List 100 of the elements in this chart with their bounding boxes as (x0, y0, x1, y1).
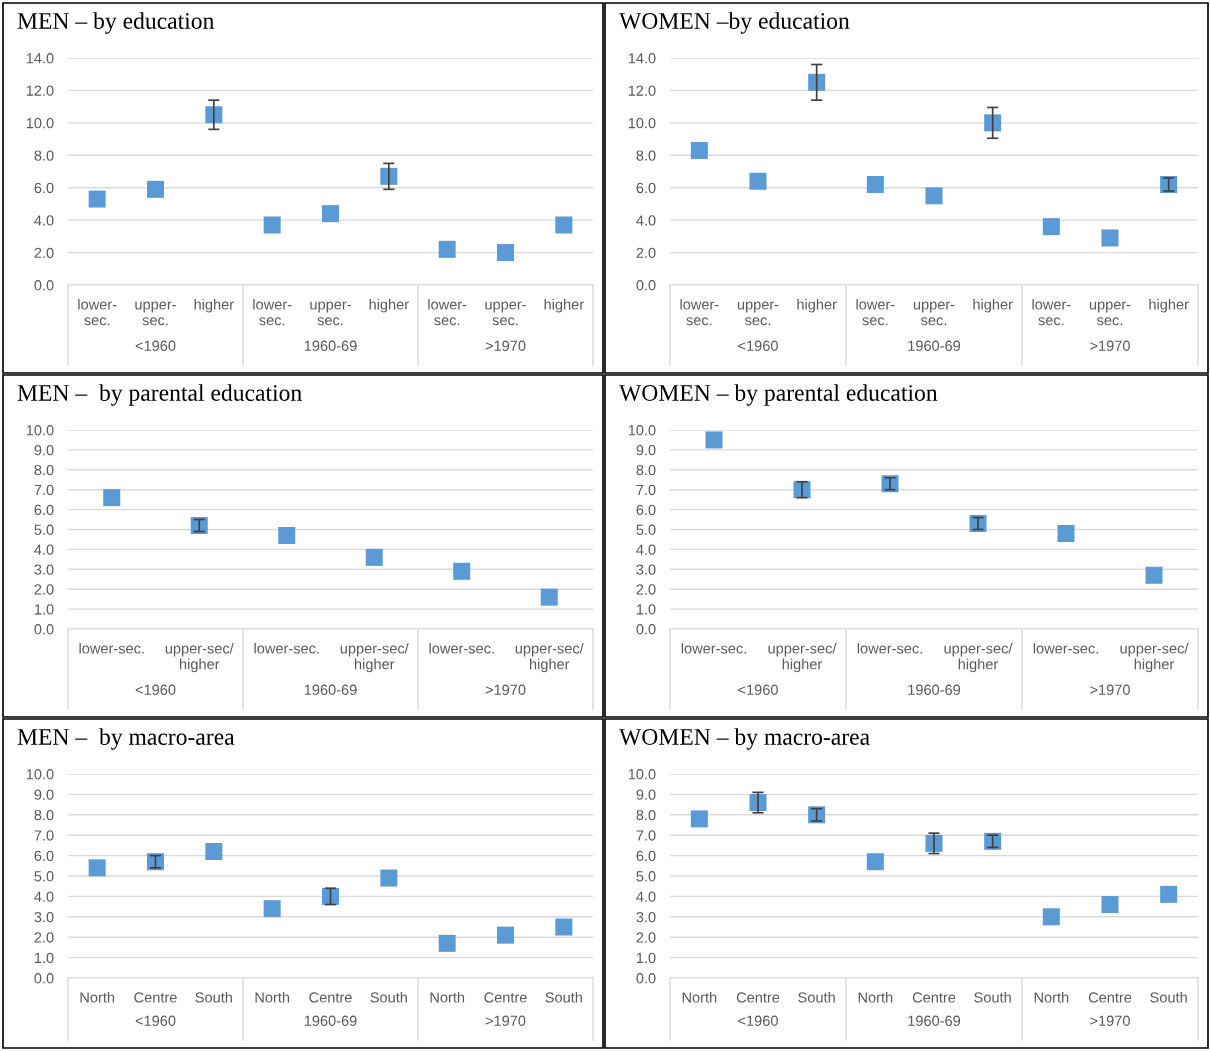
point (146, 180, 165, 198)
y-tick-label: 3.0 (636, 911, 656, 923)
text: <1960 (738, 684, 778, 695)
x-tick-label: lower- sec. (1032, 298, 1071, 326)
x-tick-label: upper-sec/ higher (1120, 642, 1189, 673)
x-tick-label: higher (797, 298, 837, 313)
y-tick-label: 0.0 (34, 973, 54, 984)
y-tick-label: 4.0 (636, 215, 656, 226)
text: >1970 (1090, 1015, 1130, 1026)
point (453, 562, 471, 580)
y-tick-label: 6.0 (34, 850, 54, 862)
y-tick-label: 3.0 (34, 911, 54, 923)
y-tick-label: 0.0 (636, 280, 656, 291)
y-tick-label: 7.0 (636, 830, 656, 841)
x-tick-label: Centre (736, 992, 780, 1003)
y-tick-label: 10.0 (628, 117, 656, 129)
x-tick-label: South (370, 991, 407, 1003)
y-tick-label: 2.0 (636, 247, 656, 258)
x-tick-label: upper-sec/ higher (515, 642, 584, 673)
y-tick-label: 10.0 (26, 769, 54, 780)
y-tick-label: 4.0 (34, 891, 54, 902)
y-tick-label: 2.0 (34, 247, 54, 258)
text: 1960-69 (304, 684, 357, 695)
x-tick-label: upper- sec. (135, 301, 176, 326)
y-tick-label: 4.0 (636, 891, 656, 902)
y-tick-label: 3.0 (34, 564, 54, 575)
x-tick-label: lower-sec. (429, 642, 494, 654)
y-tick-label: 14.0 (26, 53, 54, 64)
point (540, 588, 558, 606)
text: >1970 (485, 340, 526, 351)
chart-title: WOMEN – by parental education (619, 384, 938, 406)
y-tick-label: 2.0 (34, 584, 54, 595)
y-tick-label: 9.0 (636, 445, 656, 456)
point (496, 244, 515, 262)
text: 1960-69 (908, 340, 961, 351)
x-tick-label: upper-sec/ higher (340, 642, 409, 673)
y-tick-label: 1.0 (636, 604, 656, 615)
point (1160, 885, 1178, 903)
point (365, 548, 383, 566)
point (984, 114, 1002, 132)
y-tick-label: 4.0 (636, 544, 656, 555)
text: 1960-69 (304, 340, 357, 351)
x-tick-label: upper-sec/ higher (165, 642, 234, 673)
x-tick-label: lower- sec. (680, 298, 719, 326)
y-tick-label: 5.0 (636, 871, 656, 882)
x-tick-label: lower-sec. (1033, 642, 1098, 654)
x-tick-label: Centre (484, 992, 527, 1003)
point (496, 926, 515, 944)
point (555, 918, 573, 936)
y-tick-label: 7.0 (636, 484, 656, 496)
point (1145, 566, 1163, 584)
y-tick-label: 6.0 (34, 504, 54, 516)
y-tick-label: 0.0 (34, 280, 54, 291)
point (1042, 218, 1060, 236)
y-tick-label: 8.0 (636, 809, 656, 821)
x-tick-label: upper-sec/ higher (768, 642, 837, 673)
chart-title: WOMEN –by education (619, 12, 850, 34)
chart-title: WOMEN – by macro-area (619, 728, 870, 750)
point (205, 843, 223, 861)
x-tick-label: North (1034, 991, 1069, 1003)
point (263, 900, 281, 918)
y-tick-label: 2.0 (34, 932, 54, 943)
x-tick-label: lower-sec. (254, 642, 319, 654)
y-tick-label: 5.0 (34, 524, 54, 535)
x-tick-label: lower- sec. (78, 298, 117, 326)
y-tick-label: 1.0 (34, 604, 54, 615)
y-tick-label: 8.0 (34, 809, 54, 821)
point (88, 190, 106, 208)
y-tick-label: 10.0 (26, 117, 54, 129)
y-tick-label: 10.0 (26, 425, 54, 436)
y-tick-label: 8.0 (636, 150, 656, 161)
y-tick-label: 0.0 (34, 624, 54, 635)
x-tick-label: upper- sec. (485, 301, 526, 326)
chart-title: MEN – by macro-area (17, 728, 235, 750)
text: 1960-69 (908, 684, 961, 695)
y-tick-label: 2.0 (636, 584, 656, 595)
y-tick-label: 8.0 (34, 150, 54, 161)
x-tick-label: higher (194, 298, 234, 313)
x-tick-label: Centre (134, 992, 177, 1003)
x-tick-label: North (682, 991, 717, 1003)
point (808, 73, 826, 91)
point (1042, 908, 1060, 926)
point (705, 431, 723, 449)
point (380, 869, 398, 887)
text: <1960 (135, 1015, 176, 1026)
text: <1960 (135, 340, 176, 351)
y-tick-label: 6.0 (636, 504, 656, 516)
y-tick-label: 6.0 (636, 850, 656, 862)
y-tick-label: 9.0 (34, 445, 54, 456)
y-tick-label: 12.0 (26, 85, 54, 96)
x-tick-label: lower- sec. (856, 298, 895, 326)
x-tick-label: upper- sec. (913, 301, 955, 326)
x-tick-label: South (1150, 991, 1187, 1003)
y-tick-label: 9.0 (636, 789, 656, 800)
x-tick-label: South (798, 991, 835, 1003)
y-tick-label: 4.0 (34, 544, 54, 555)
x-tick-label: North (858, 991, 893, 1003)
x-tick-label: lower-sec. (857, 642, 922, 654)
x-tick-label: lower-sec. (681, 642, 746, 654)
x-tick-label: higher (369, 298, 409, 313)
